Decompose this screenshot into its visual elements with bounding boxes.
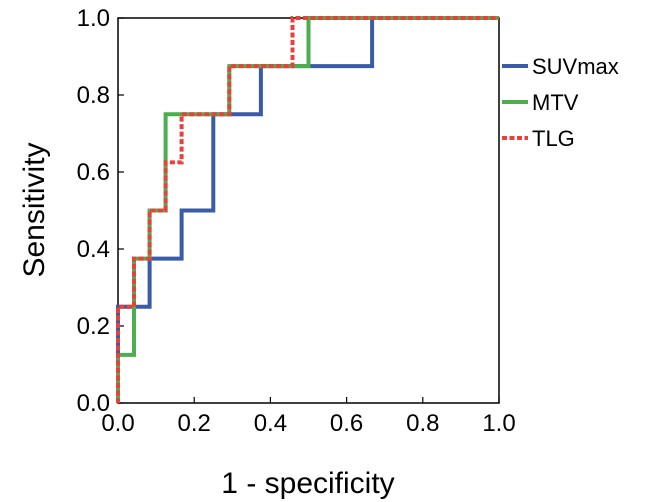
- y-tick-label: 0.0: [77, 390, 110, 417]
- y-tick-label: 0.2: [77, 313, 110, 340]
- y-tick-label: 0.6: [77, 159, 110, 186]
- series-line-tlg: [116, 16, 499, 403]
- x-tick-label: 1.0: [482, 410, 515, 437]
- x-tick-label: 0.6: [330, 410, 363, 437]
- legend-label-suvmax: SUVmax: [532, 54, 619, 79]
- y-tick-label: 0.4: [77, 236, 110, 263]
- y-axis-title: Sensitivity: [18, 142, 51, 277]
- x-axis-title: 1 - specificity: [221, 467, 394, 500]
- legend: SUVmax MTV TLG: [502, 54, 619, 151]
- x-tick-label: 0.0: [101, 410, 134, 437]
- series-line-suvmax: [116, 16, 499, 403]
- y-tick-label: 0.8: [77, 82, 110, 109]
- x-axis-ticks: 0.0 0.2 0.4 0.6 0.8 1.0: [101, 397, 516, 437]
- legend-label-mtv: MTV: [532, 90, 579, 115]
- x-tick-label: 0.8: [406, 410, 439, 437]
- x-tick-label: 0.4: [254, 410, 287, 437]
- legend-label-tlg: TLG: [532, 126, 575, 151]
- y-tick-label: 1.0: [77, 5, 110, 32]
- y-axis-ticks: 0.0 0.2 0.4 0.6 0.8 1.0: [77, 5, 124, 417]
- series-lines: [116, 16, 499, 403]
- plot-frame: [117, 17, 500, 404]
- x-tick-label: 0.2: [178, 410, 211, 437]
